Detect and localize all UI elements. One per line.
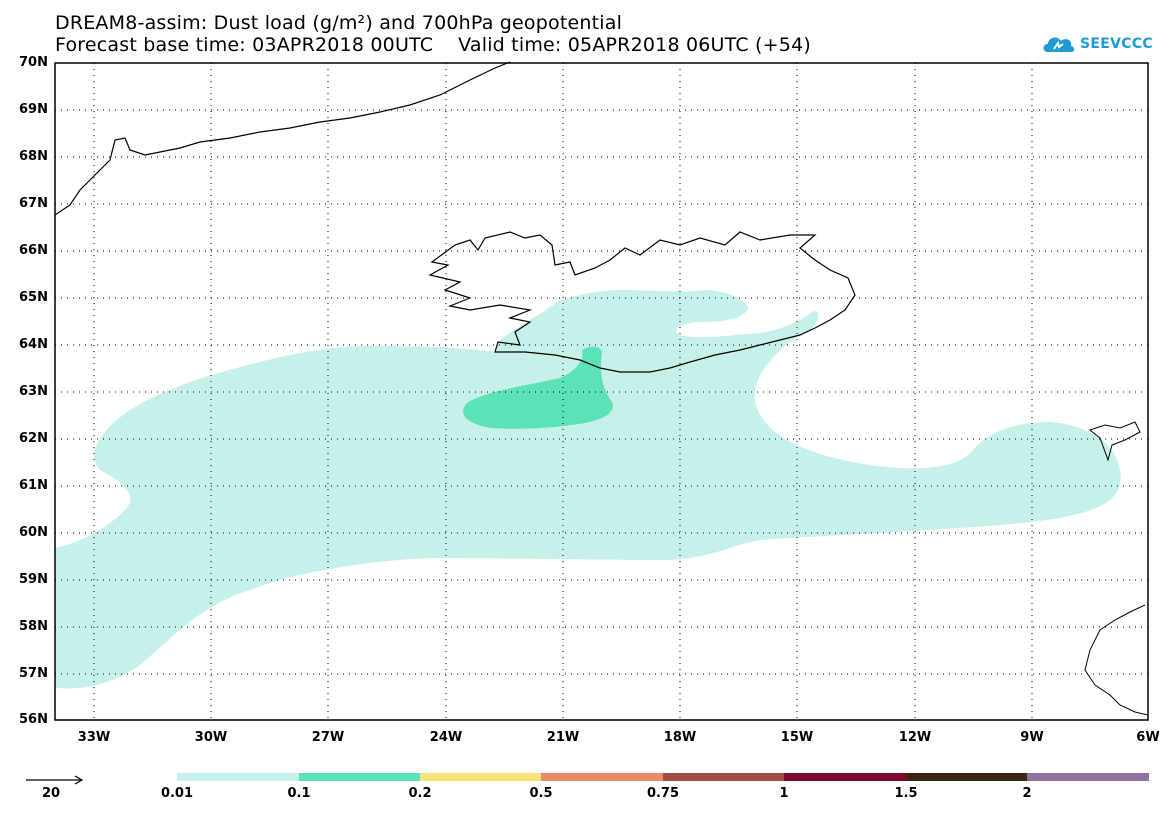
lat-label: 58N [19,619,48,634]
greenland-coastline [54,61,511,216]
scotland-coastline [1084,604,1149,716]
colorbar-segment [420,773,541,781]
lon-label: 12W [898,730,932,745]
lat-label: 63N [19,384,48,399]
lon-label: 33W [77,730,111,745]
lon-label: 27W [311,730,345,745]
lon-label: 9W [1020,730,1044,745]
colorbar-segment [906,773,1027,781]
lat-label: 60N [19,525,48,540]
lon-label: 21W [546,730,580,745]
lat-label: 69N [19,102,48,117]
lat-label: 65N [19,290,48,305]
lat-label: 57N [19,666,48,681]
lat-label: 59N [19,572,48,587]
lat-label: 70N [19,55,48,70]
lon-label: 30W [194,730,228,745]
colorbar-label: 0.75 [646,786,680,801]
colorbar-label: 2 [1022,786,1032,801]
vector-key-arrow [26,775,84,785]
lon-label: 18W [663,730,697,745]
lat-label: 67N [19,196,48,211]
lat-label: 64N [19,337,48,352]
colorbar-label: 0.1 [287,786,311,801]
colorbar-label: 0.5 [529,786,553,801]
vector-key-label: 20 [42,786,61,801]
colorbar-label: 0.2 [408,786,432,801]
colorbar-label: 0.01 [160,786,194,801]
logo-text: SEEVCCC [1080,36,1153,52]
lon-label: 6W [1136,730,1160,745]
colorbar-segment [541,773,663,781]
lat-label: 61N [19,478,48,493]
colorbar-label: 1.5 [894,786,918,801]
colorbar-segment [663,773,784,781]
lon-label: 15W [780,730,814,745]
colorbar-label: 1 [779,786,789,801]
cloud-icon [1043,37,1075,53]
dust-region-low [55,290,1121,689]
lat-label: 68N [19,149,48,164]
lat-label: 56N [19,712,48,727]
forecast-time-subtitle: Forecast base time: 03APR2018 00UTC Vali… [55,34,811,56]
colorbar-segment [299,773,420,781]
dust-region-mid [463,346,613,429]
lon-label: 24W [429,730,463,745]
lat-label: 66N [19,243,48,258]
colorbar-segment [1027,773,1149,781]
faroe-islands [1088,421,1141,462]
gridlines [55,63,1148,720]
lat-label: 62N [19,431,48,446]
colorbar-segment [177,773,299,781]
map-title: DREAM8-assim: Dust load (g/m²) and 700hP… [55,12,623,34]
seevccc-logo: SEEVCCC [1040,30,1153,58]
colorbar-segment [784,773,906,781]
